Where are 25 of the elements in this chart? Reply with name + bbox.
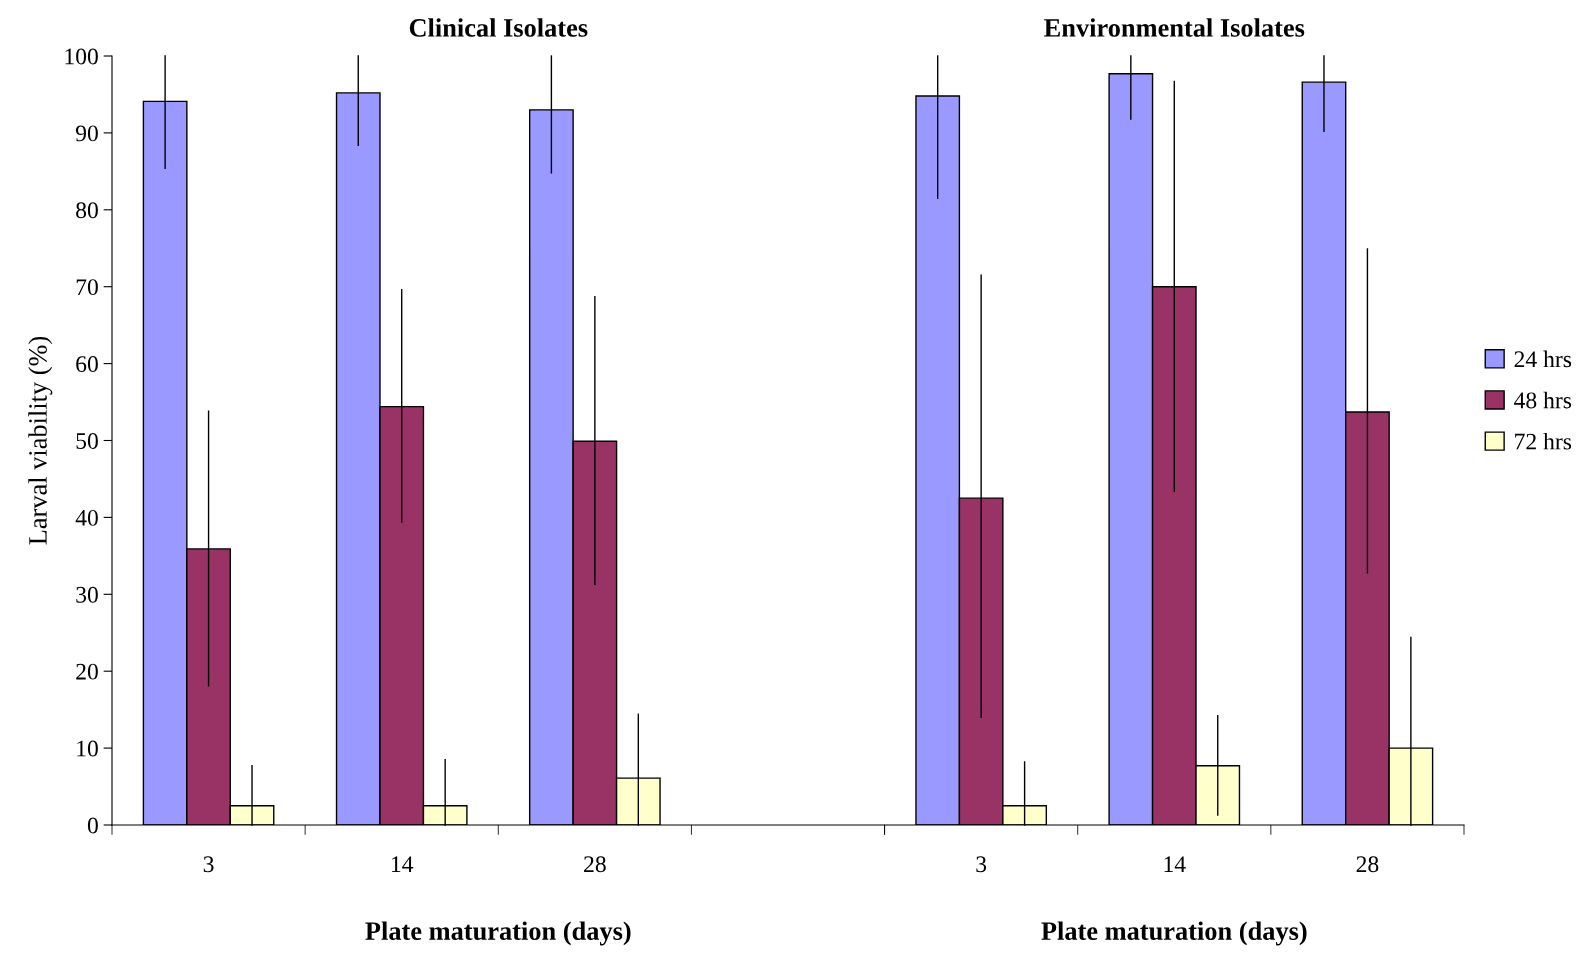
y-tick-label: 20 bbox=[76, 663, 98, 680]
chart-title: Environmental Isolates bbox=[1044, 18, 1305, 37]
chart-title: Clinical Isolates bbox=[409, 18, 588, 37]
y-tick-label: 40 bbox=[75, 509, 98, 526]
y-tick-label: 30 bbox=[76, 586, 98, 603]
y-axis-title: Larval viability (%) bbox=[28, 336, 53, 545]
y-tick-label: 0 bbox=[87, 817, 98, 834]
x-tick-label: 14 bbox=[391, 856, 414, 872]
y-tick-label: 70 bbox=[76, 279, 98, 296]
y-tick-label: 80 bbox=[76, 202, 98, 219]
x-tick-label: 28 bbox=[584, 856, 606, 873]
y-tick-label: 50 bbox=[76, 432, 98, 449]
x-tick-label: 28 bbox=[1356, 856, 1379, 873]
y-tick-label: 100 bbox=[65, 48, 98, 65]
y-tick-label: 90 bbox=[75, 125, 98, 142]
y-tick-label: 10 bbox=[77, 740, 98, 757]
x-tick-label: 14 bbox=[1164, 856, 1186, 872]
legend-label: 48 hrs bbox=[1514, 391, 1572, 409]
y-tick-label: 60 bbox=[76, 356, 98, 373]
x-tick-label: 3 bbox=[976, 856, 987, 873]
x-tick-label: 3 bbox=[203, 856, 214, 873]
x-axis-title: Plate maturation (days) bbox=[1041, 921, 1307, 946]
legend-label: 72 hrs bbox=[1515, 432, 1572, 450]
x-axis-title: Plate maturation (days) bbox=[365, 921, 631, 946]
legend-label: 24 hrs bbox=[1514, 350, 1572, 368]
